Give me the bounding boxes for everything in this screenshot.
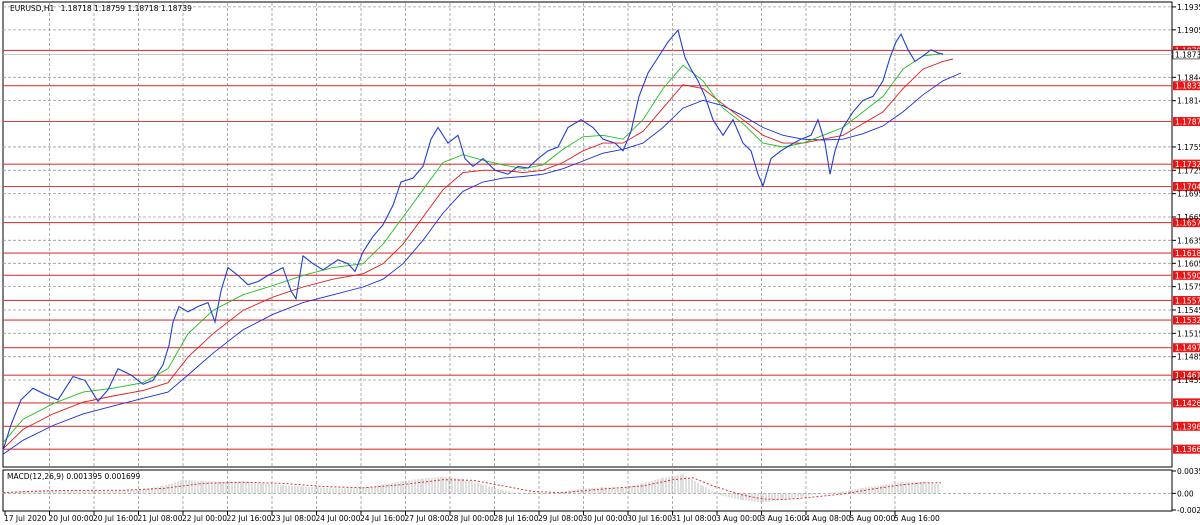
x-tick-label: 22 Jul 16:00 bbox=[227, 514, 272, 523]
level-label: 1.18337 bbox=[1175, 82, 1200, 91]
macd-signal-line bbox=[2, 477, 941, 501]
x-tick-label: 20 Jul 00:00 bbox=[49, 514, 94, 523]
level-label-box bbox=[1173, 398, 1200, 408]
level-label-box bbox=[1173, 444, 1200, 454]
level-label-box bbox=[1173, 218, 1200, 228]
level-label-box bbox=[1173, 159, 1200, 169]
y-tick-label: 1.16350 bbox=[1177, 236, 1200, 245]
x-tick-label: 4 Aug 08:00 bbox=[805, 514, 851, 523]
x-tick-label: 17 Jul 2020 bbox=[4, 514, 47, 523]
series-price bbox=[2, 29, 944, 451]
x-tick-label: 24 Jul 00:00 bbox=[316, 514, 361, 523]
x-tick-label: 5 Aug 00:00 bbox=[850, 514, 896, 523]
level-label-box bbox=[1173, 81, 1200, 91]
x-tick-label: 28 Jul 00:00 bbox=[449, 514, 494, 523]
level-label-box bbox=[1173, 343, 1200, 353]
macd-label: MACD(12,26,9) 0.001395 0.001699 bbox=[7, 472, 141, 481]
level-label: 1.15577 bbox=[1175, 296, 1200, 305]
level-label: 1.13960 bbox=[1175, 422, 1200, 431]
level-label: 1.15326 bbox=[1175, 316, 1200, 325]
y-tick-label: 1.16055 bbox=[1177, 259, 1200, 268]
x-tick-label: 30 Jul 16:00 bbox=[627, 514, 672, 523]
x-tick-label: 20 Jul 16:00 bbox=[93, 514, 138, 523]
x-tick-label: 27 Jul 08:00 bbox=[405, 514, 450, 523]
y-tick-label: 1.19350 bbox=[1177, 3, 1200, 12]
y-tick-label: 1.14555 bbox=[1177, 376, 1200, 385]
level-label: 1.16187 bbox=[1175, 249, 1200, 258]
y-tick-label: 1.16650 bbox=[1177, 213, 1200, 222]
y-tick-label: 1.15455 bbox=[1177, 306, 1200, 315]
level-label: 1.17329 bbox=[1175, 160, 1200, 169]
y-tick-label: 1.15755 bbox=[1177, 283, 1200, 292]
symbol-header: EURUSD,H1 1.18718 1.18759 1.18718 1.1873… bbox=[10, 4, 192, 13]
x-tick-label: 31 Jul 08:00 bbox=[672, 514, 717, 523]
x-tick-label: 3 Aug 00:00 bbox=[716, 514, 762, 523]
x-tick-label: 22 Jul 00:00 bbox=[182, 514, 227, 523]
x-tick-label: 23 Jul 08:00 bbox=[271, 514, 316, 523]
series-ma-fast bbox=[2, 53, 944, 443]
x-tick-label: 5 Aug 16:00 bbox=[894, 514, 940, 523]
macd-y-tick-label: 0.00359 bbox=[1177, 467, 1200, 476]
y-tick-label: 1.17250 bbox=[1177, 166, 1200, 175]
current-price-label: 1.18739 bbox=[1175, 50, 1200, 59]
level-label: 1.17877 bbox=[1175, 118, 1200, 127]
main-panel-frame bbox=[2, 1, 1173, 468]
x-tick-label: 29 Jul 08:00 bbox=[538, 514, 583, 523]
level-label-box bbox=[1173, 295, 1200, 305]
macd-y-tick-label: 0.00 bbox=[1177, 489, 1194, 498]
level-label: 1.17042 bbox=[1175, 182, 1200, 191]
level-label: 1.14617 bbox=[1175, 371, 1200, 380]
level-label: 1.14970 bbox=[1175, 344, 1200, 353]
y-tick-label: 1.18145 bbox=[1177, 97, 1200, 106]
level-label-box bbox=[1173, 117, 1200, 127]
symbol-name: EURUSD,H1 bbox=[10, 4, 54, 13]
current-price-box bbox=[1172, 49, 1200, 60]
x-tick-label: 30 Jul 00:00 bbox=[583, 514, 628, 523]
x-tick-label: 28 Jul 16:00 bbox=[494, 514, 539, 523]
level-label-box bbox=[1173, 248, 1200, 258]
level-label-box bbox=[1173, 315, 1200, 325]
macd-y-tick-label: -0.00267 bbox=[1177, 506, 1200, 515]
ohlc-values: 1.18718 1.18759 1.18718 1.18739 bbox=[61, 4, 192, 13]
x-tick-label: 3 Aug 16:00 bbox=[761, 514, 807, 523]
y-tick-label: 1.17550 bbox=[1177, 143, 1200, 152]
x-tick-label: 21 Jul 08:00 bbox=[138, 514, 183, 523]
level-label: 1.13666 bbox=[1175, 445, 1200, 454]
level-label-box bbox=[1173, 181, 1200, 191]
level-label: 1.16578 bbox=[1175, 219, 1200, 228]
y-tick-label: 1.15155 bbox=[1177, 329, 1200, 338]
y-tick-label: 1.19055 bbox=[1177, 26, 1200, 35]
level-label: 1.15900 bbox=[1175, 271, 1200, 280]
y-tick-label: 1.18445 bbox=[1177, 73, 1200, 82]
x-tick-label: 24 Jul 16:00 bbox=[360, 514, 405, 523]
y-tick-label: 1.14855 bbox=[1177, 353, 1200, 362]
level-label-box bbox=[1173, 370, 1200, 380]
level-label-box bbox=[1173, 270, 1200, 280]
series-ma-medium bbox=[2, 58, 954, 450]
y-tick-label: 1.16950 bbox=[1177, 190, 1200, 199]
level-label-box bbox=[1173, 421, 1200, 431]
